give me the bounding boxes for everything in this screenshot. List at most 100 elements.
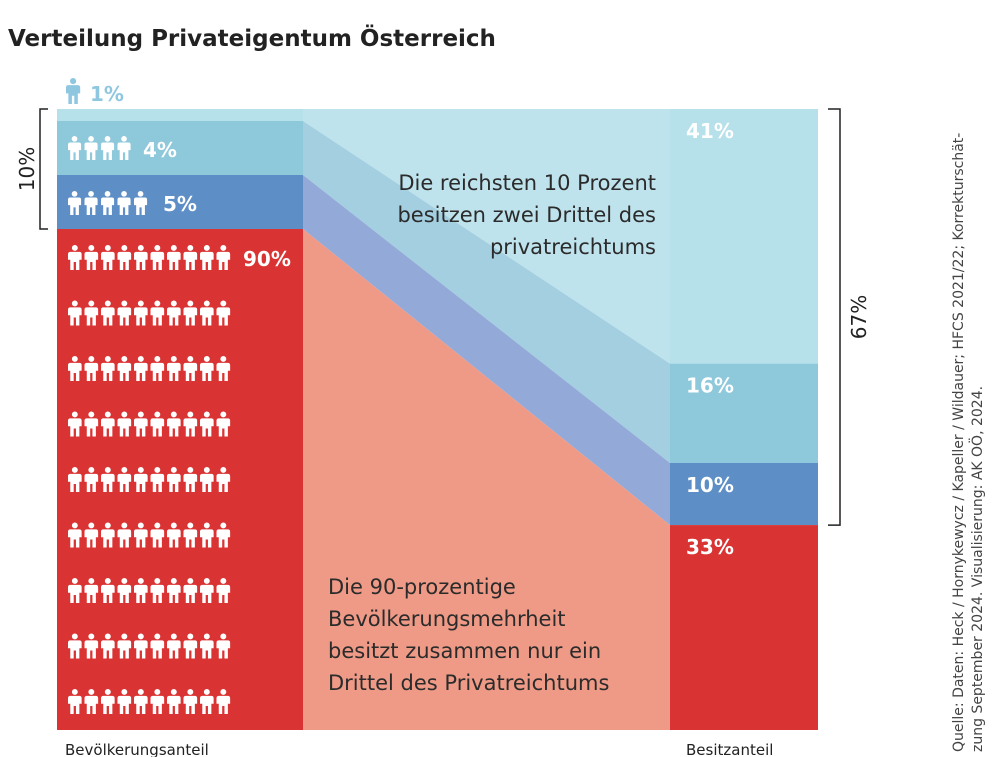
population-bar-top1 (57, 109, 303, 121)
person-icon (183, 633, 198, 659)
person-icon (117, 522, 132, 548)
person-icon (117, 411, 132, 437)
person-icon (216, 300, 231, 326)
person-icon (167, 245, 181, 270)
person-icon (66, 78, 81, 104)
person-icon (68, 136, 82, 160)
annotation-bottom-line: besitzt zusammen nur ein (328, 639, 601, 663)
person-icon (200, 633, 214, 659)
person-icon (68, 522, 82, 548)
person-icon (68, 467, 82, 492)
chart-title: Verteilung Privateigentum Österreich (8, 24, 496, 52)
person-icon (216, 522, 231, 548)
person-icon (84, 689, 99, 714)
person-icon (84, 136, 98, 160)
person-icon (183, 300, 198, 326)
person-icon (101, 633, 115, 659)
person-icon (150, 522, 165, 548)
person-icon (200, 578, 214, 603)
flow-next4 (303, 121, 670, 463)
person-icon (117, 191, 131, 215)
wealth-label-top1: 41% (686, 119, 734, 143)
person-icon (167, 633, 181, 659)
wealth-bar-next4 (670, 363, 818, 463)
person-icon (183, 578, 198, 603)
person-icon (134, 578, 148, 603)
person-icon (216, 633, 231, 659)
person-icon (84, 300, 99, 326)
flow-next5 (303, 175, 670, 526)
person-icon (134, 411, 148, 437)
person-icon (150, 411, 165, 437)
pop-label-bottom90: 90% (243, 247, 291, 271)
annotation-top: Die reichsten 10 Prozent besitzen zwei Dr… (397, 171, 656, 259)
person-icon (84, 522, 99, 548)
person-icon (134, 191, 148, 215)
person-icon (68, 411, 82, 437)
person-icon (68, 633, 82, 659)
person-icon (216, 467, 231, 492)
population-bar-next5 (57, 175, 303, 229)
person-icon (117, 467, 132, 492)
person-icon (134, 300, 148, 326)
person-icon (200, 522, 214, 548)
person-icon (150, 467, 165, 492)
person-icon (117, 300, 132, 326)
person-icon (117, 356, 132, 381)
person-icon (84, 578, 99, 603)
x-label-wealth: Besitzanteil (686, 741, 773, 757)
flow-bottom90 (303, 229, 670, 730)
source-line: Quelle: Daten: Heck / Hornykewycz / Kape… (951, 133, 967, 752)
person-icon (216, 689, 231, 714)
annotation-top-line: Die reichsten 10 Prozent (398, 171, 656, 195)
population-bar-next4 (57, 121, 303, 175)
person-icon (134, 356, 148, 381)
label-layer: 1% 4% 5% 90% 41% 16% 10% 33% (90, 82, 734, 559)
person-icon (216, 578, 231, 603)
bracket-left (39, 108, 48, 230)
person-icon (167, 356, 181, 381)
person-icon (167, 578, 181, 603)
annotation-bottom: Die 90-prozentige Bevölkerungsmehrheit bes… (328, 575, 609, 695)
person-icon (101, 191, 115, 215)
person-icon (134, 633, 148, 659)
person-icon (101, 522, 115, 548)
person-icon (134, 689, 148, 714)
person-icon (216, 356, 231, 381)
person-icon (84, 467, 99, 492)
bracket-left-label: 10% (15, 147, 39, 191)
annotation-top-line: privatreichtums (490, 235, 656, 259)
person-icon (134, 245, 148, 270)
person-icon (117, 578, 132, 603)
person-icon (183, 411, 198, 437)
person-icon (167, 689, 181, 714)
person-icon (183, 245, 198, 270)
person-icon (101, 136, 115, 160)
person-icon (150, 300, 165, 326)
person-icon (216, 411, 231, 437)
person-icon (200, 245, 214, 270)
person-icon (167, 522, 181, 548)
wealth-label-next5: 10% (686, 473, 734, 497)
person-icon (84, 191, 98, 215)
person-icon (68, 245, 82, 270)
person-icon (101, 356, 115, 381)
wealth-label-next4: 16% (686, 374, 734, 398)
person-icons (66, 78, 231, 714)
person-icon (200, 689, 214, 714)
person-icon (84, 245, 99, 270)
person-icon (84, 356, 99, 381)
person-icon (134, 522, 148, 548)
person-icon (167, 411, 181, 437)
person-icon (101, 578, 115, 603)
person-icon (68, 191, 82, 215)
person-icon (134, 467, 148, 492)
person-icon (117, 689, 132, 714)
person-icon (150, 578, 165, 603)
person-icon (150, 633, 165, 659)
person-icon (101, 689, 115, 714)
person-icon (101, 245, 115, 270)
person-icon (183, 522, 198, 548)
person-icon (68, 689, 82, 714)
